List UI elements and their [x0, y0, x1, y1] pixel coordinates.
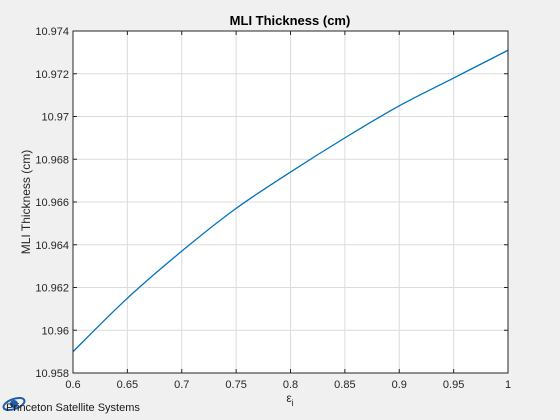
x-tick-label: 0.85	[334, 379, 355, 391]
x-tick-label: 0.8	[283, 379, 298, 391]
x-axis-label: εi	[286, 391, 293, 408]
y-tick-label: 10.964	[35, 240, 69, 252]
series-group	[72, 49, 509, 353]
y-tick-label: 10.97	[41, 112, 69, 124]
y-tick-label: 10.966	[35, 197, 69, 209]
x-tick-label: 0.95	[443, 379, 464, 391]
x-tick-label: 0.7	[174, 379, 189, 391]
logo-text: Princeton Satellite Systems	[6, 402, 140, 414]
x-tick-label: 1	[505, 379, 511, 391]
x-tick-label: 0.9	[392, 379, 407, 391]
orbit-icon	[2, 396, 26, 412]
x-axis-label-subscript: i	[292, 398, 294, 408]
tick-labels: 0.6 0.65 0.7 0.75 0.8 0.85 0.9 0.95 1 10.958 10.96…	[35, 26, 511, 391]
x-axis-label-symbol: ε	[286, 391, 292, 405]
chart-title: MLI Thickness (cm)	[230, 13, 351, 28]
ticks	[72, 30, 509, 374]
x-tick-label: 0.6	[65, 379, 80, 391]
y-tick-label: 10.96	[41, 325, 69, 337]
y-axis-label: MLI Thickness (cm)	[19, 150, 33, 254]
y-tick-label: 10.958	[35, 368, 69, 380]
y-tick-label: 10.972	[35, 69, 69, 81]
y-tick-label: 10.968	[35, 154, 69, 166]
series-line	[72, 49, 509, 353]
x-tick-label: 0.75	[225, 379, 246, 391]
x-tick-label: 0.65	[117, 379, 138, 391]
y-tick-label: 10.974	[35, 26, 69, 38]
company-logo: Princeton Satellite Systems	[2, 396, 140, 414]
y-tick-label: 10.962	[35, 283, 69, 295]
